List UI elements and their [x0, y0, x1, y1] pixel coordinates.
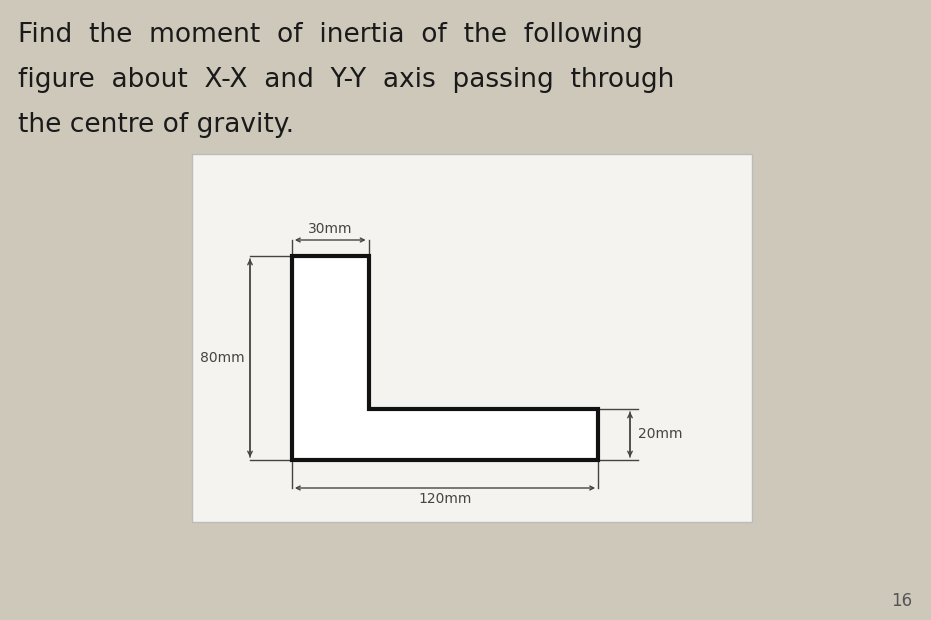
Text: 80mm: 80mm	[200, 351, 245, 365]
Polygon shape	[292, 256, 598, 460]
Text: 30mm: 30mm	[308, 222, 353, 236]
Text: the centre of gravity.: the centre of gravity.	[18, 112, 294, 138]
Bar	[192, 154, 752, 522]
Text: 20mm: 20mm	[638, 428, 682, 441]
Text: figure  about  X-X  and  Y-Y  axis  passing  through: figure about X-X and Y-Y axis passing th…	[18, 67, 674, 93]
Text: 16: 16	[891, 592, 912, 610]
Text: 120mm: 120mm	[418, 492, 472, 506]
Text: Find  the  moment  of  inertia  of  the  following: Find the moment of inertia of the follow…	[18, 22, 643, 48]
